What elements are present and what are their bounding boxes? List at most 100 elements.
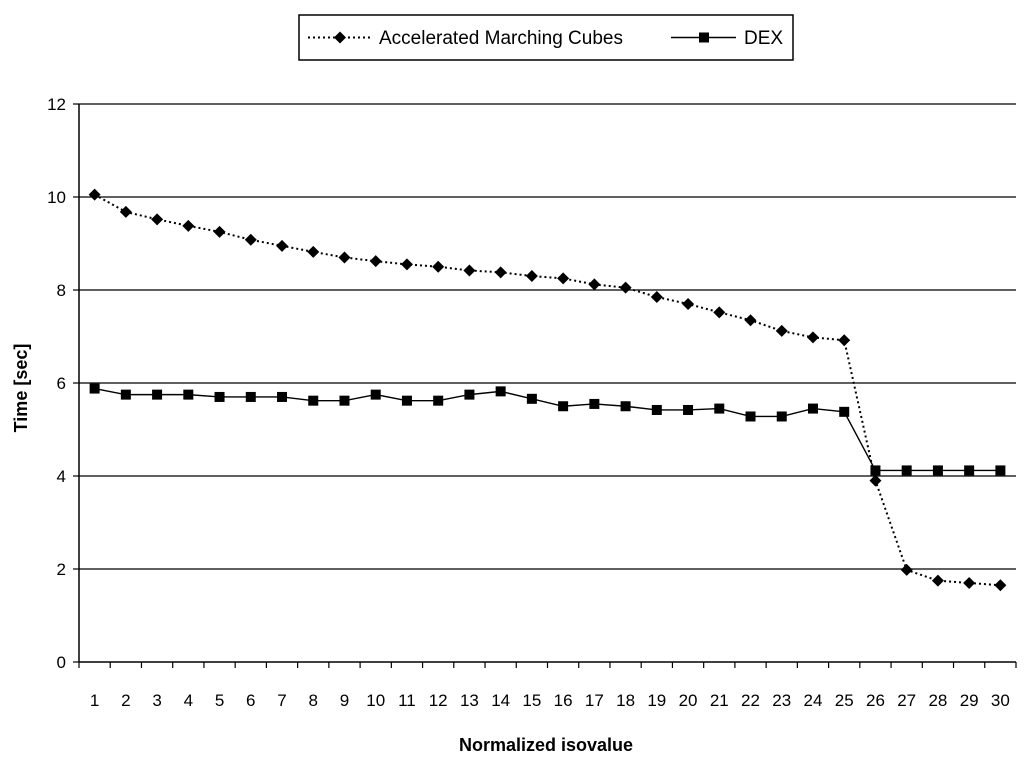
legend: Accelerated Marching Cubes DEX: [298, 14, 794, 61]
data-point-amc: [494, 266, 507, 279]
x-tick-label: 2: [121, 691, 130, 710]
data-point-amc: [869, 474, 882, 487]
data-point-dex: [870, 465, 881, 476]
data-point-amc: [463, 264, 476, 277]
data-point-dex: [964, 465, 975, 476]
y-tick-label: 8: [57, 281, 66, 300]
data-point-dex: [683, 404, 694, 415]
data-point-amc: [88, 188, 101, 201]
y-axis-title: Time [sec]: [11, 344, 31, 433]
legend-label-dex: DEX: [744, 28, 783, 49]
x-tick-label: 14: [491, 691, 510, 710]
data-point-amc: [338, 251, 351, 264]
x-tick-label: 20: [679, 691, 698, 710]
data-point-amc: [151, 213, 164, 226]
data-point-dex: [526, 393, 537, 404]
y-tick-label: 10: [47, 188, 66, 207]
y-tick-label: 12: [47, 95, 66, 114]
x-tick-label: 13: [460, 691, 479, 710]
data-point-amc: [182, 219, 195, 232]
data-point-dex: [776, 411, 787, 422]
x-tick-label: 27: [897, 691, 916, 710]
x-tick-label: 23: [772, 691, 791, 710]
data-point-amc: [369, 255, 382, 268]
data-point-amc: [838, 334, 851, 347]
data-point-amc: [244, 233, 257, 246]
data-point-amc: [588, 278, 601, 291]
data-point-amc: [213, 225, 226, 238]
data-point-amc: [276, 239, 289, 252]
data-point-dex: [932, 465, 943, 476]
x-tick-label: 25: [835, 691, 854, 710]
data-point-amc: [400, 258, 413, 271]
data-point-dex: [464, 389, 475, 400]
data-point-dex: [214, 391, 225, 402]
data-point-dex: [152, 389, 163, 400]
data-point-dex: [339, 395, 350, 406]
x-tick-label: 18: [616, 691, 635, 710]
x-tick-label: 24: [804, 691, 823, 710]
y-tick-labels: 0 2 4 6 8 10 12: [47, 95, 66, 672]
data-point-amc: [744, 314, 757, 327]
data-point-amc: [619, 281, 632, 294]
data-point-dex: [245, 391, 256, 402]
x-tick-label: 11: [398, 691, 416, 710]
legend-marker-amc: [334, 31, 346, 44]
axes: [73, 103, 1017, 668]
x-tick-label: 30: [991, 691, 1010, 710]
series-line-amc: [94, 193, 1001, 587]
data-point-dex: [183, 389, 194, 400]
data-point-amc: [650, 290, 663, 303]
x-tick-label: 16: [554, 691, 573, 710]
x-tick-label: 3: [152, 691, 161, 710]
data-point-dex: [558, 401, 569, 412]
data-point-dex: [839, 406, 850, 417]
x-tick-label: 10: [366, 691, 385, 710]
legend-entry-dex: DEX: [671, 28, 783, 49]
data-point-dex: [651, 404, 662, 415]
data-point-dex: [807, 403, 818, 414]
x-tick-label: 6: [246, 691, 255, 710]
y-tick-label: 6: [57, 374, 66, 393]
x-tick-labels: 1 2 3 4 5 6 7 8 9 10 11 12 13 14 15 16 17 18 19 20 21 22 23 24 2…: [90, 691, 1010, 710]
series-markers: [88, 188, 1007, 592]
x-tick-label: 15: [522, 691, 541, 710]
data-point-dex: [589, 398, 600, 409]
series-lines: [94, 193, 1001, 587]
data-point-dex: [120, 389, 131, 400]
data-point-dex: [89, 383, 100, 394]
data-point-dex: [370, 389, 381, 400]
legend-label-amc: Accelerated Marching Cubes: [379, 28, 623, 49]
grid-lines: [79, 103, 1016, 570]
x-tick-label: 8: [309, 691, 318, 710]
data-point-dex: [401, 395, 412, 406]
x-tick-label: 4: [184, 691, 193, 710]
x-tick-label: 9: [340, 691, 349, 710]
data-point-amc: [525, 270, 538, 283]
data-point-dex: [433, 395, 444, 406]
x-tick-label: 21: [710, 691, 729, 710]
data-point-dex: [495, 386, 506, 397]
data-point-amc: [307, 245, 320, 258]
x-tick-label: 5: [215, 691, 224, 710]
x-tick-label: 17: [585, 691, 604, 710]
x-tick-label: 12: [429, 691, 448, 710]
data-point-dex: [995, 465, 1006, 476]
data-point-dex: [901, 465, 912, 476]
data-point-amc: [119, 205, 132, 218]
x-tick-label: 1: [90, 691, 99, 710]
data-point-dex: [745, 411, 756, 422]
y-tick-label: 2: [57, 560, 66, 579]
x-tick-label: 22: [741, 691, 760, 710]
x-axis-title: Normalized isovalue: [459, 735, 633, 755]
data-point-amc: [432, 260, 445, 273]
x-tick-label: 19: [647, 691, 666, 710]
data-point-amc: [994, 579, 1007, 592]
y-tick-label: 4: [57, 467, 66, 486]
x-tick-label: 7: [277, 691, 286, 710]
data-point-amc: [713, 306, 726, 319]
data-point-amc: [931, 574, 944, 587]
data-point-dex: [277, 391, 288, 402]
data-point-dex: [714, 403, 725, 414]
